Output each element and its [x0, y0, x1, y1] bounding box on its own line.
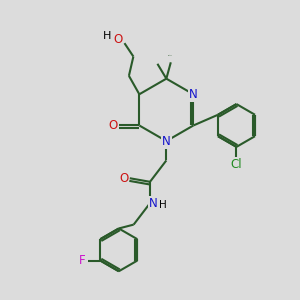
- Text: H: H: [159, 200, 167, 210]
- Text: N: N: [162, 135, 171, 148]
- Text: methyl: methyl: [168, 55, 173, 56]
- Text: O: O: [113, 33, 122, 46]
- Text: N: N: [189, 88, 198, 101]
- Text: H: H: [103, 31, 111, 41]
- Text: methyl: methyl: [168, 54, 173, 56]
- Text: Cl: Cl: [231, 158, 242, 171]
- Text: O: O: [108, 119, 117, 132]
- Text: F: F: [79, 254, 86, 267]
- Text: O: O: [119, 172, 128, 185]
- Text: N: N: [149, 197, 158, 210]
